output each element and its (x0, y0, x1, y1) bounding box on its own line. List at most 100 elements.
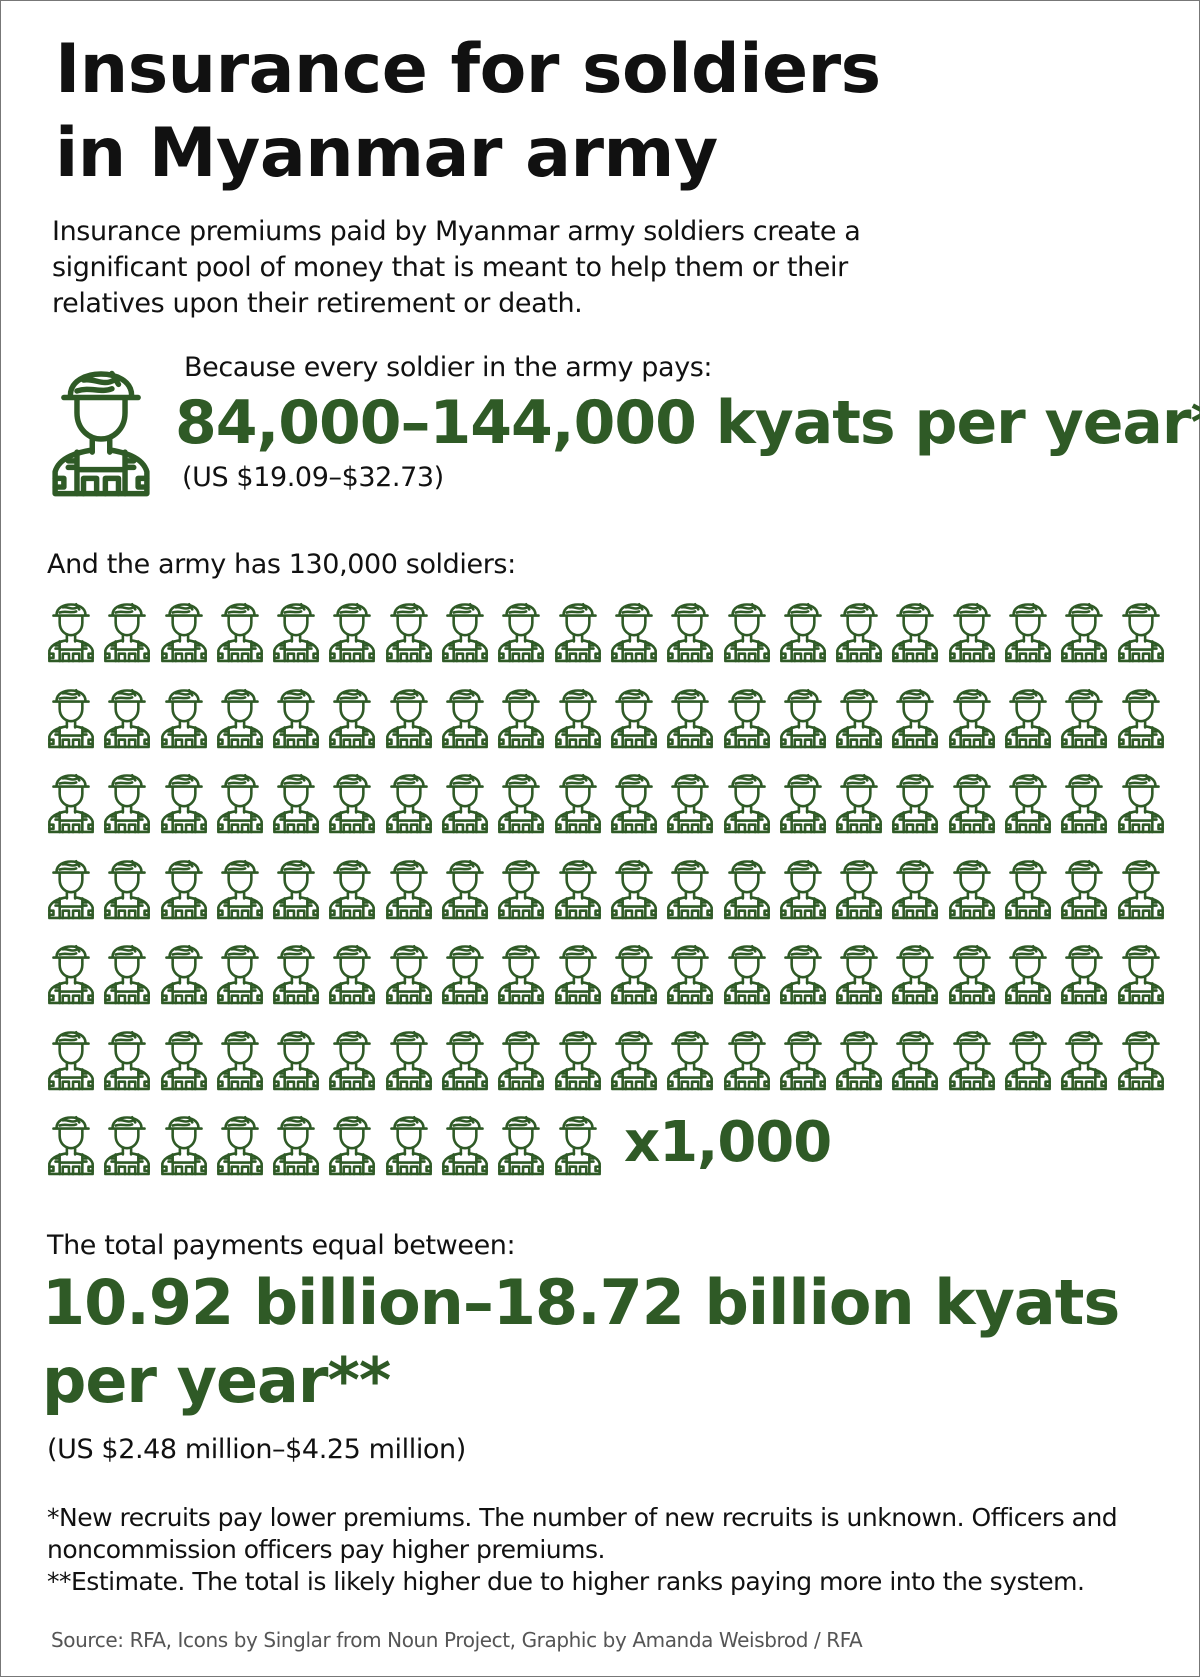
soldier-icon (495, 853, 547, 920)
soldier-icon (326, 767, 378, 834)
multiplier-label: x1,000 (623, 1110, 832, 1175)
soldier-icon (326, 1024, 378, 1091)
soldier-icon (214, 853, 266, 920)
soldier-icon (383, 938, 435, 1005)
soldier-icon (889, 767, 941, 834)
soldier-icon (946, 853, 998, 920)
soldier-icon (270, 1109, 322, 1176)
soldier-icon (101, 1109, 153, 1176)
soldier-icon (1058, 938, 1110, 1005)
page-title: Insurance for soldiers in Myanmar army (55, 28, 881, 196)
soldier-icon (1058, 767, 1110, 834)
soldier-icon (608, 938, 660, 1005)
soldier-icon (46, 356, 156, 498)
soldier-icon (777, 1024, 829, 1091)
soldier-icon (439, 1109, 491, 1176)
soldier-icon (214, 1024, 266, 1091)
soldier-icon (946, 596, 998, 663)
soldier-icon (608, 767, 660, 834)
total-amount: 10.92 billion–18.72 billion kyats per ye… (42, 1266, 1120, 1417)
soldier-icon (270, 767, 322, 834)
soldier-icon (326, 938, 378, 1005)
soldier-icon (383, 596, 435, 663)
soldier-icon (158, 596, 210, 663)
soldier-icon (777, 853, 829, 920)
soldier-icon (1115, 596, 1167, 663)
soldier-icon (833, 938, 885, 1005)
soldier-icon (270, 853, 322, 920)
soldier-icon (552, 767, 604, 834)
icon-row (45, 1024, 1175, 1110)
soldier-icon (721, 853, 773, 920)
soldier-icon (608, 1024, 660, 1091)
soldier-icon (889, 938, 941, 1005)
soldier-icon (495, 1024, 547, 1091)
icon-row (45, 938, 1175, 1024)
soldier-icon (158, 1109, 210, 1176)
source-credit: Source: RFA, Icons by Singlar from Noun … (51, 1628, 863, 1652)
soldier-icon (383, 767, 435, 834)
soldier-icon (608, 853, 660, 920)
soldier-icon (495, 938, 547, 1005)
soldier-icon (45, 767, 97, 834)
soldier-icon (495, 767, 547, 834)
soldier-icon (158, 767, 210, 834)
soldier-icon (439, 938, 491, 1005)
soldier-icon (552, 682, 604, 749)
soldier-icon-grid: x1,000 (45, 596, 1175, 1195)
soldier-icon (214, 682, 266, 749)
soldier-icon (721, 938, 773, 1005)
soldier-icon (214, 938, 266, 1005)
soldier-icon (552, 1109, 604, 1176)
soldier-icon (326, 853, 378, 920)
soldier-icon (270, 682, 322, 749)
soldier-icon (889, 853, 941, 920)
soldier-icon (1002, 596, 1054, 663)
soldier-icon (889, 682, 941, 749)
soldier-icon (45, 682, 97, 749)
soldier-icon (777, 682, 829, 749)
soldier-icon (439, 853, 491, 920)
title-line-1: Insurance for soldiers (55, 30, 881, 109)
soldier-icon (1115, 853, 1167, 920)
soldier-icon (777, 767, 829, 834)
soldier-icon (158, 682, 210, 749)
soldier-icon (664, 767, 716, 834)
soldier-icon (1002, 938, 1054, 1005)
soldier-icon (664, 1024, 716, 1091)
soldier-icon (270, 596, 322, 663)
soldier-icon (777, 596, 829, 663)
soldier-icon (833, 853, 885, 920)
soldier-icon (439, 682, 491, 749)
soldier-icon (833, 1024, 885, 1091)
soldier-icon (721, 682, 773, 749)
soldier-icon (270, 1024, 322, 1091)
soldier-icon (1002, 682, 1054, 749)
soldier-icon (664, 682, 716, 749)
per-soldier-amount: 84,000–144,000 kyats per year* (175, 388, 1200, 458)
soldier-icon (889, 1024, 941, 1091)
soldier-icon (833, 682, 885, 749)
soldier-icon (326, 1109, 378, 1176)
soldier-icon (214, 1109, 266, 1176)
soldier-icon (101, 1024, 153, 1091)
soldier-icon (946, 938, 998, 1005)
soldier-icon (45, 853, 97, 920)
icon-row (45, 682, 1175, 768)
soldier-icon (608, 682, 660, 749)
soldier-icon (439, 596, 491, 663)
icon-row (45, 596, 1175, 682)
soldier-icon (45, 1109, 97, 1176)
soldier-icon (833, 767, 885, 834)
soldier-icon (1058, 1024, 1110, 1091)
soldier-icon (439, 767, 491, 834)
title-line-2: in Myanmar army (55, 114, 718, 193)
army-size-lead: And the army has 130,000 soldiers: (47, 549, 516, 580)
total-lead: The total payments equal between: (47, 1230, 516, 1261)
total-usd: (US $2.48 million–$4.25 million) (47, 1434, 466, 1465)
soldier-icon (383, 1109, 435, 1176)
soldier-icon (101, 767, 153, 834)
per-soldier-lead: Because every soldier in the army pays: (184, 352, 713, 383)
soldier-icon (1115, 767, 1167, 834)
soldier-icon (721, 1024, 773, 1091)
